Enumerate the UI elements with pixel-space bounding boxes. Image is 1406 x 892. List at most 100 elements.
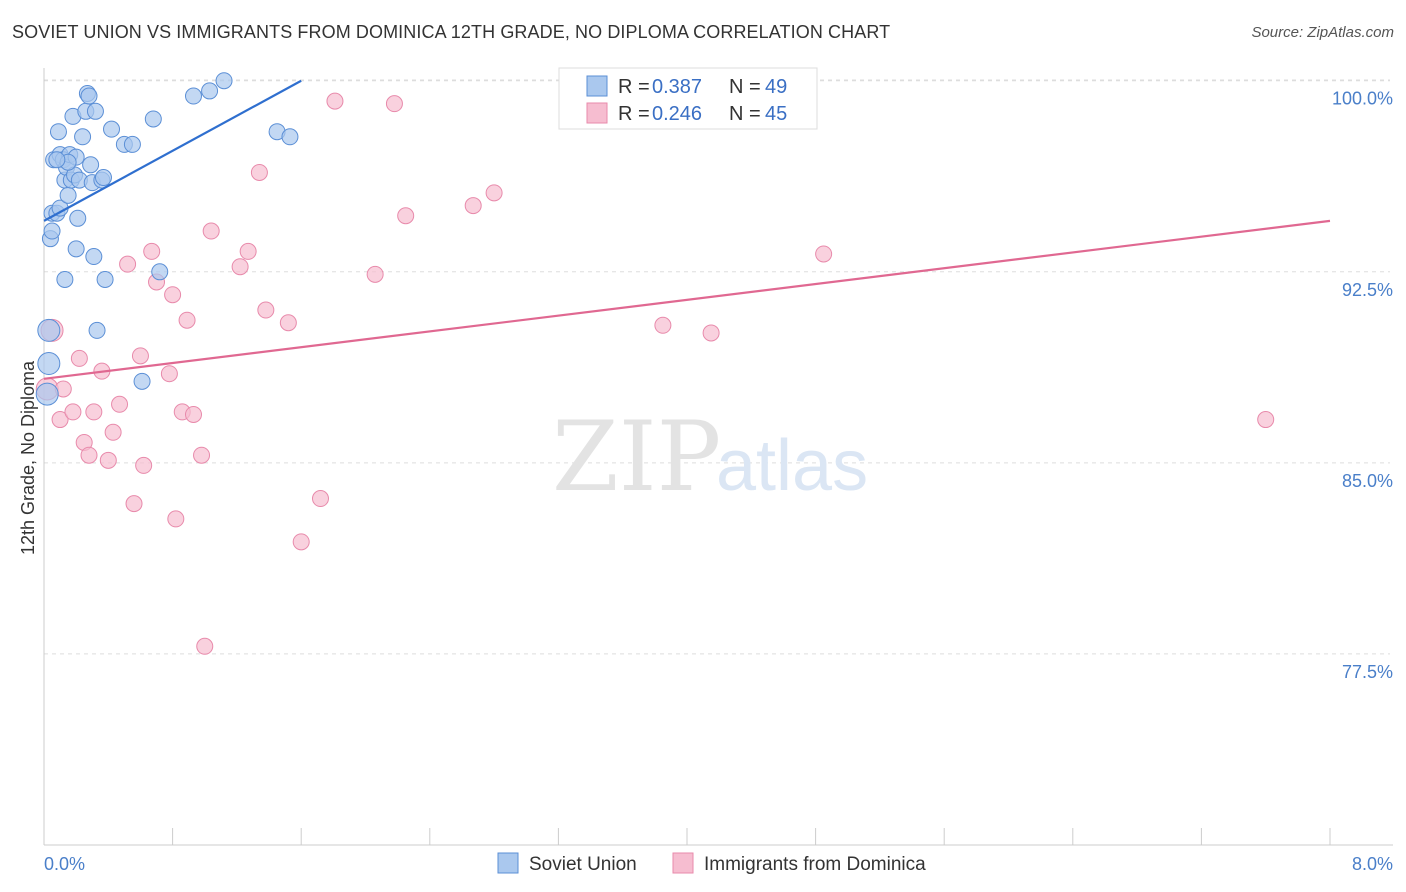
soviet-union-point	[96, 270, 114, 288]
trend-lines	[43, 79, 1331, 380]
legend-r-label-1: R =	[618, 76, 650, 98]
dominica-point	[51, 411, 69, 429]
soviet-union-point	[37, 318, 61, 342]
dominica-point	[193, 446, 211, 464]
soviet-union-trend-line	[43, 79, 302, 222]
soviet-union-point	[201, 82, 219, 100]
dominica-point	[131, 347, 149, 365]
soviet-union-point	[215, 72, 233, 90]
legend-r-label-2: R =	[618, 103, 650, 125]
legend-n-label-1: N =	[729, 76, 761, 98]
soviet-union-point	[59, 186, 77, 204]
data-points	[35, 72, 1275, 655]
dominica-point	[85, 403, 103, 421]
dominica-point	[257, 301, 275, 319]
x-tick-label: 8.0%	[1352, 854, 1393, 874]
dominica-point	[385, 95, 403, 113]
watermark: ZIP atlas	[552, 401, 868, 513]
dominica-point	[167, 510, 185, 528]
soviet-union-point	[82, 156, 100, 174]
y-axis-title: 12th Grade, No Diploma	[18, 360, 38, 555]
dominica-point	[135, 456, 153, 474]
dominica-point	[119, 255, 137, 273]
watermark-atlas: atlas	[716, 426, 868, 506]
soviet-union-point	[85, 248, 103, 266]
soviet-union-point	[123, 135, 141, 153]
soviet-union-point	[184, 87, 202, 105]
legend-swatch-soviet-union	[586, 75, 608, 97]
soviet-union-point	[37, 352, 61, 376]
dominica-point	[231, 258, 249, 276]
soviet-union-point	[281, 128, 299, 146]
legend-label-soviet-union: Soviet Union	[529, 854, 637, 875]
soviet-union-point	[49, 123, 67, 141]
dominica-point	[464, 197, 482, 215]
y-tick-label: 77.5%	[1342, 662, 1393, 682]
legend-swatch-dominica-bottom	[672, 852, 694, 874]
soviet-union-point	[80, 87, 98, 105]
dominica-point	[196, 637, 214, 655]
y-tick-label: 100.0%	[1332, 89, 1393, 109]
dominica-point	[366, 265, 384, 283]
x-tick-label: 0.0%	[44, 854, 85, 874]
series-legend: Soviet Union Immigrants from Dominica	[497, 852, 926, 875]
x-tick-labels: 0.0% 8.0%	[44, 854, 1393, 874]
legend-swatch-soviet-union-bottom	[497, 852, 519, 874]
grid-lines	[44, 79, 1390, 655]
dominica-point	[64, 403, 82, 421]
dominica-point	[815, 245, 833, 263]
soviet-union-point	[43, 222, 61, 240]
legend-r-value-1: 0.387	[652, 76, 702, 98]
dominica-point	[702, 324, 720, 342]
soviet-union-point	[74, 128, 92, 146]
y-tick-label: 92.5%	[1342, 280, 1393, 300]
soviet-union-point	[67, 240, 85, 258]
dominica-point	[1257, 411, 1275, 429]
y-tick-labels: 77.5% 85.0% 92.5% 100.0%	[1332, 89, 1393, 682]
soviet-union-point	[103, 120, 121, 138]
y-tick-label: 85.0%	[1342, 471, 1393, 491]
watermark-zip: ZIP	[552, 401, 721, 513]
dominica-point	[292, 533, 310, 551]
soviet-union-point	[144, 110, 162, 128]
dominica-point	[485, 184, 503, 202]
chart-title: SOVIET UNION VS IMMIGRANTS FROM DOMINICA…	[12, 22, 891, 42]
soviet-union-point	[88, 321, 106, 339]
axes	[43, 68, 1393, 846]
legend-swatch-dominica	[586, 102, 608, 124]
soviet-union-point	[94, 169, 112, 187]
dominica-point	[125, 495, 143, 513]
dominica-trend-line	[43, 219, 1331, 380]
dominica-point	[654, 316, 672, 334]
dominica-point	[178, 311, 196, 329]
legend-n-value-2: 45	[765, 103, 787, 125]
legend-label-dominica: Immigrants from Dominica	[704, 854, 926, 875]
dominica-point	[397, 207, 415, 225]
legend-n-value-1: 49	[765, 76, 787, 98]
dominica-point	[70, 349, 88, 367]
dominica-point	[164, 286, 182, 304]
dominica-point	[104, 423, 122, 441]
dominica-point	[80, 446, 98, 464]
soviet-union-point	[35, 382, 59, 406]
soviet-union-point	[56, 270, 74, 288]
dominica-point	[99, 451, 117, 469]
soviet-union-point	[48, 151, 66, 169]
dominica-point	[279, 314, 297, 332]
legend-r-value-2: 0.246	[652, 103, 702, 125]
dominica-point	[160, 365, 178, 383]
dominica-point	[311, 490, 329, 508]
dominica-point	[326, 92, 344, 110]
dominica-point	[143, 242, 161, 260]
dominica-point	[202, 222, 220, 240]
chart-source: Source: ZipAtlas.com	[1251, 24, 1394, 41]
dominica-point	[250, 163, 268, 181]
stats-legend: R = 0.387 N = 49 R = 0.246 N = 45	[558, 67, 818, 130]
soviet-union-point	[151, 263, 169, 281]
soviet-union-point	[69, 209, 87, 227]
soviet-union-point	[133, 372, 151, 390]
soviet-union-point	[86, 102, 104, 120]
dominica-point	[239, 242, 257, 260]
dominica-point	[111, 395, 129, 413]
